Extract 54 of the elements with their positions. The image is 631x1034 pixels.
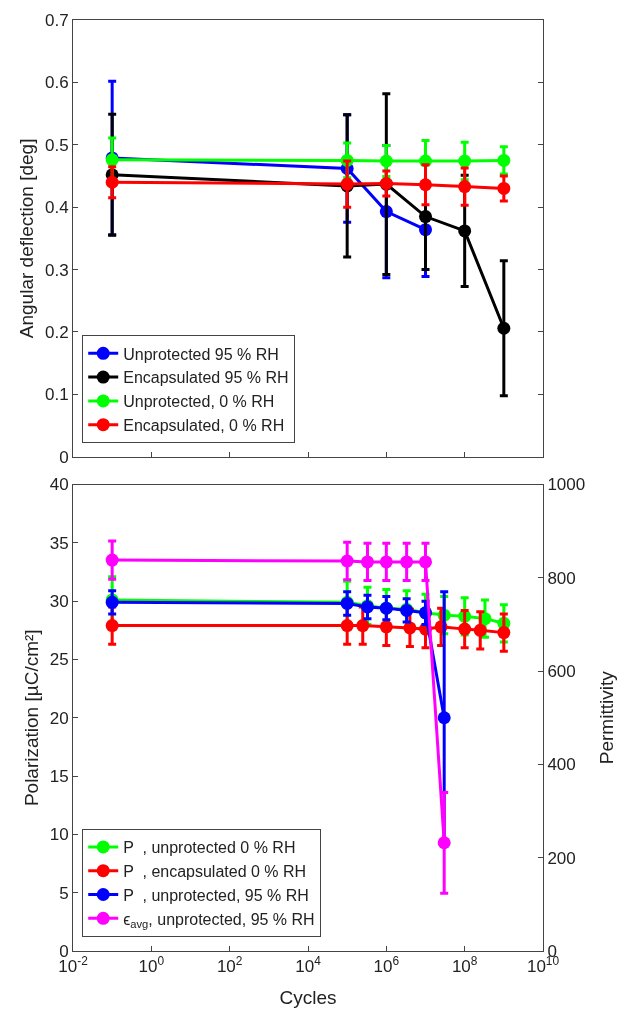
point (458, 180, 472, 194)
point (419, 210, 432, 224)
legend-label: Unprotected, 0 % RH (123, 393, 275, 411)
point (419, 555, 432, 569)
y-tick-label: 15 (49, 767, 69, 787)
legend-label: P , unprotected, 95 % RH (123, 886, 309, 904)
y-tick-label: 20 (49, 708, 69, 728)
y-tick-label: 0.7 (44, 10, 69, 30)
y2-tick-label: 1000 (547, 475, 586, 495)
legend-label: P , unprotected 0 % RH (123, 839, 296, 857)
y-tick-label: 5 (59, 883, 69, 903)
point (458, 154, 472, 168)
x-tick-label: 10$^{2}$ (216, 954, 243, 977)
point (437, 711, 451, 725)
y-tick-label: 0.5 (44, 135, 69, 155)
x-tick-label: 10$^{0}$ (138, 954, 165, 977)
legend-label: ϵ$_{avg}$, unprotected, 95 % RH (123, 910, 315, 930)
point (437, 836, 451, 850)
y-tick-label: 0.1 (44, 385, 69, 405)
y2-tick-label: 600 (547, 662, 576, 682)
y-tick-label: 0.3 (44, 260, 69, 280)
y-axis-title: Angular deflection [deg] (15, 138, 37, 339)
y2-tick-label: 800 (547, 568, 576, 588)
y-tick-label: 0 (59, 447, 69, 467)
y-axis-title: Polarization [µC/cm²] (20, 629, 42, 807)
x-tick-label: 10$^{4}$ (295, 954, 322, 977)
legend-label: P , encapsulated 0 % RH (123, 862, 307, 880)
legend-label: Unprotected 95 % RH (123, 345, 279, 363)
point (497, 321, 511, 335)
point (458, 224, 472, 238)
legend-label: Encapsulated, 0 % RH (123, 416, 285, 434)
x-axis-title: Cycles (279, 987, 337, 1009)
x-tick-label: 10$^{8}$ (451, 954, 478, 977)
point (497, 181, 511, 195)
point (360, 555, 374, 569)
y-tick-label: 10 (49, 825, 69, 845)
y-tick-label: 0.4 (44, 198, 69, 218)
y2-axis-title: Permittivity (596, 670, 618, 765)
y-tick-label: 25 (49, 650, 69, 670)
x-tick-label: 10$^{6}$ (373, 954, 400, 977)
y-tick-label: 30 (49, 592, 69, 612)
point (379, 154, 393, 168)
y-tick-label: 0.2 (44, 322, 69, 342)
y-tick-label: 35 (49, 533, 69, 553)
y2-tick-label: 200 (547, 848, 576, 868)
point (497, 153, 511, 167)
point (340, 554, 354, 568)
y-tick-label: 40 (49, 475, 69, 495)
point (379, 555, 393, 569)
y-tick-label: 0.6 (44, 73, 69, 93)
point (419, 178, 432, 192)
point (400, 555, 414, 569)
y2-tick-label: 400 (547, 755, 576, 775)
legend-label: Encapsulated 95 % RH (123, 369, 289, 387)
